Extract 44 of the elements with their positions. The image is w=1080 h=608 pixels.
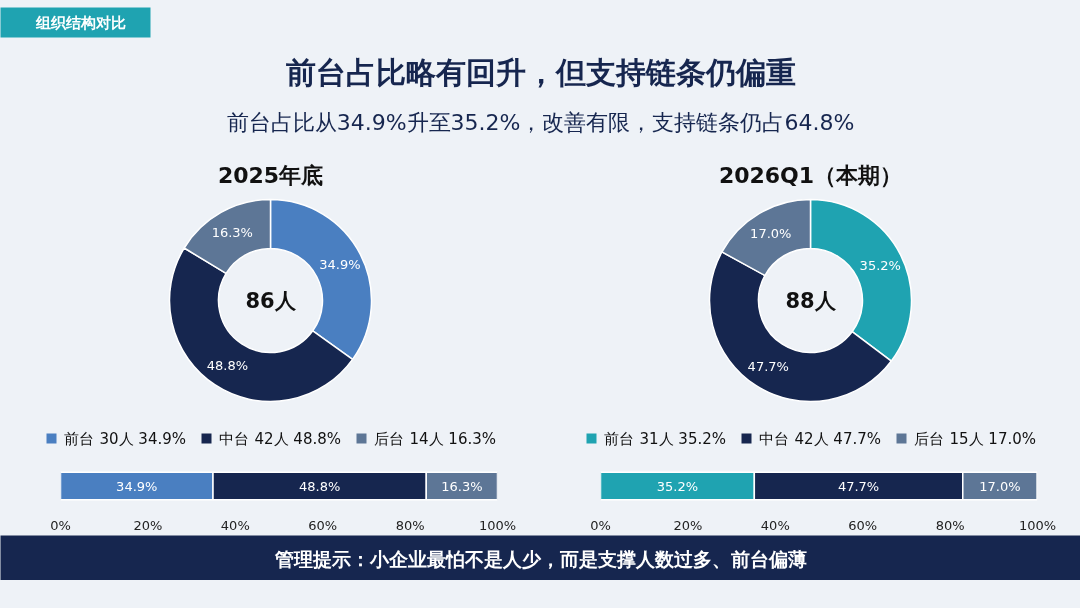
text: 30人 34.9% xyxy=(99,429,187,448)
x-tick-label: 60% xyxy=(308,517,338,533)
data-label: 35.2% xyxy=(859,258,901,274)
data-label: 34.9% xyxy=(116,478,158,494)
chart-title: 2026Q1（本期） xyxy=(718,163,903,188)
data-label: 48.8% xyxy=(298,478,341,494)
data-label: 17.0% xyxy=(750,225,792,241)
x-tick-label: 0% xyxy=(590,517,611,533)
x-tick-label: 40% xyxy=(760,517,790,533)
chart-title: 2025年底 xyxy=(217,163,324,188)
text: 42人 48.8% xyxy=(254,429,342,448)
text: 42人 47.7% xyxy=(794,429,882,448)
data-label: 35.2% xyxy=(656,478,699,494)
x-tick-label: 20% xyxy=(673,517,703,533)
legend-label: 中台 xyxy=(758,429,789,448)
data-label: 16.3% xyxy=(441,478,483,494)
x-tick-label: 60% xyxy=(848,517,878,533)
x-tick-label: 100% xyxy=(1018,517,1057,533)
legend-label: 中台 xyxy=(218,429,249,448)
x-tick-label: 80% xyxy=(395,517,425,533)
x-tick-label: 20% xyxy=(133,517,163,533)
text: 15人 17.0% xyxy=(949,429,1037,448)
x-tick-label: 80% xyxy=(935,517,965,533)
data-label: 17.0% xyxy=(979,478,1021,494)
data-label: 34.9% xyxy=(319,257,361,273)
text: 前台占比略有回升，但支持链条仍偏重 xyxy=(285,55,796,90)
x-tick-label: 0% xyxy=(50,517,71,533)
x-tick-label: 100% xyxy=(478,517,517,533)
x-tick-label: 40% xyxy=(220,517,250,533)
text: 88人 xyxy=(785,288,837,313)
text: 前台占比从34.9%升至35.2%，改善有限，支持链条仍占64.8% xyxy=(226,110,855,135)
data-label: 16.3% xyxy=(211,225,253,241)
text: 14人 16.3% xyxy=(409,429,497,448)
text: 86人 xyxy=(245,288,297,313)
text: 组织结构对比 xyxy=(34,13,126,32)
legend-label: 前台 xyxy=(603,429,634,448)
legend-label: 前台 xyxy=(63,429,94,448)
data-label: 47.7% xyxy=(837,478,880,494)
text: 管理提示：小企业最怕不是人少，而是支撑人数过多、前台偏薄 xyxy=(273,547,807,570)
legend-label: 后台 xyxy=(913,429,944,448)
data-label: 47.7% xyxy=(747,358,789,374)
text: 31人 35.2% xyxy=(639,429,727,448)
legend-label: 后台 xyxy=(373,429,404,448)
data-label: 48.8% xyxy=(206,358,249,374)
